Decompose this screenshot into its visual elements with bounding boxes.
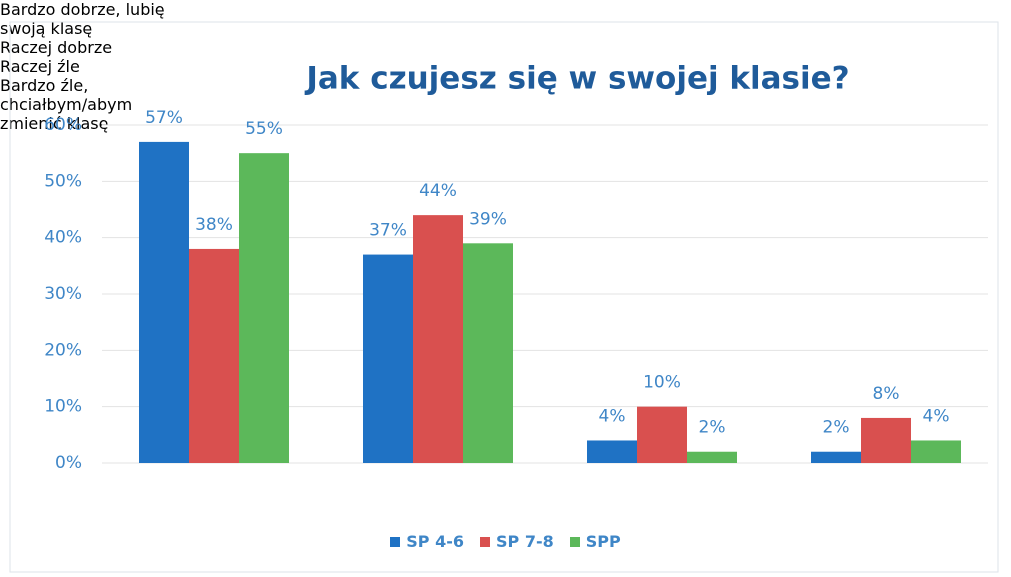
y-tick-label: 30% <box>44 284 82 304</box>
legend: SP 4-6 SP 7-8 SPP <box>0 532 1011 551</box>
chart-title: Jak czujesz się w swojej klasie? <box>304 61 849 97</box>
y-tick-label: 50% <box>44 171 82 191</box>
y-tick-label: 40% <box>44 228 82 248</box>
bar <box>413 215 463 463</box>
y-tick-label: 20% <box>44 340 82 360</box>
bar <box>239 153 289 463</box>
bar <box>637 406 687 463</box>
data-label: 38% <box>195 215 233 235</box>
data-label: 55% <box>245 119 283 139</box>
bar <box>363 254 413 463</box>
bar <box>861 417 911 463</box>
legend-label: SP 4-6 <box>406 532 464 551</box>
legend-swatch <box>569 537 580 547</box>
legend-label: SP 7-8 <box>496 532 554 551</box>
bar <box>911 440 961 463</box>
legend-item: SP 4-6 <box>390 532 464 551</box>
legend-swatch <box>480 537 490 547</box>
data-label: 4% <box>923 406 950 426</box>
bar <box>811 451 861 463</box>
data-label: 2% <box>699 418 726 438</box>
data-label: 8% <box>873 384 900 404</box>
y-tick-label: 60% <box>44 115 82 135</box>
bar <box>587 440 637 463</box>
bar <box>687 451 737 463</box>
legend-label: SPP <box>585 532 621 551</box>
data-label: 39% <box>469 209 507 229</box>
legend-item: SPP <box>569 532 621 551</box>
data-label: 44% <box>419 181 457 201</box>
y-tick-label: 0% <box>55 453 82 473</box>
data-label: 10% <box>643 373 681 393</box>
x-tick-label: Raczej źle <box>0 57 80 76</box>
legend-swatch <box>390 537 401 547</box>
bar <box>463 243 513 463</box>
x-tick-label: Bardzo źle, chciałbym/abym zmienić klasę <box>0 76 133 133</box>
legend-item: SP 7-8 <box>480 532 554 551</box>
x-tick-label: Raczej dobrze <box>0 38 113 57</box>
data-label: 2% <box>823 418 850 438</box>
frame <box>9 21 999 573</box>
y-tick-label: 10% <box>44 397 82 417</box>
data-label: 57% <box>145 108 183 128</box>
x-tick-label: Bardzo dobrze, lubię swoją klasę <box>0 0 165 38</box>
data-label: 37% <box>369 221 407 241</box>
bar <box>139 141 189 463</box>
data-label: 4% <box>599 406 626 426</box>
bar <box>189 248 239 463</box>
